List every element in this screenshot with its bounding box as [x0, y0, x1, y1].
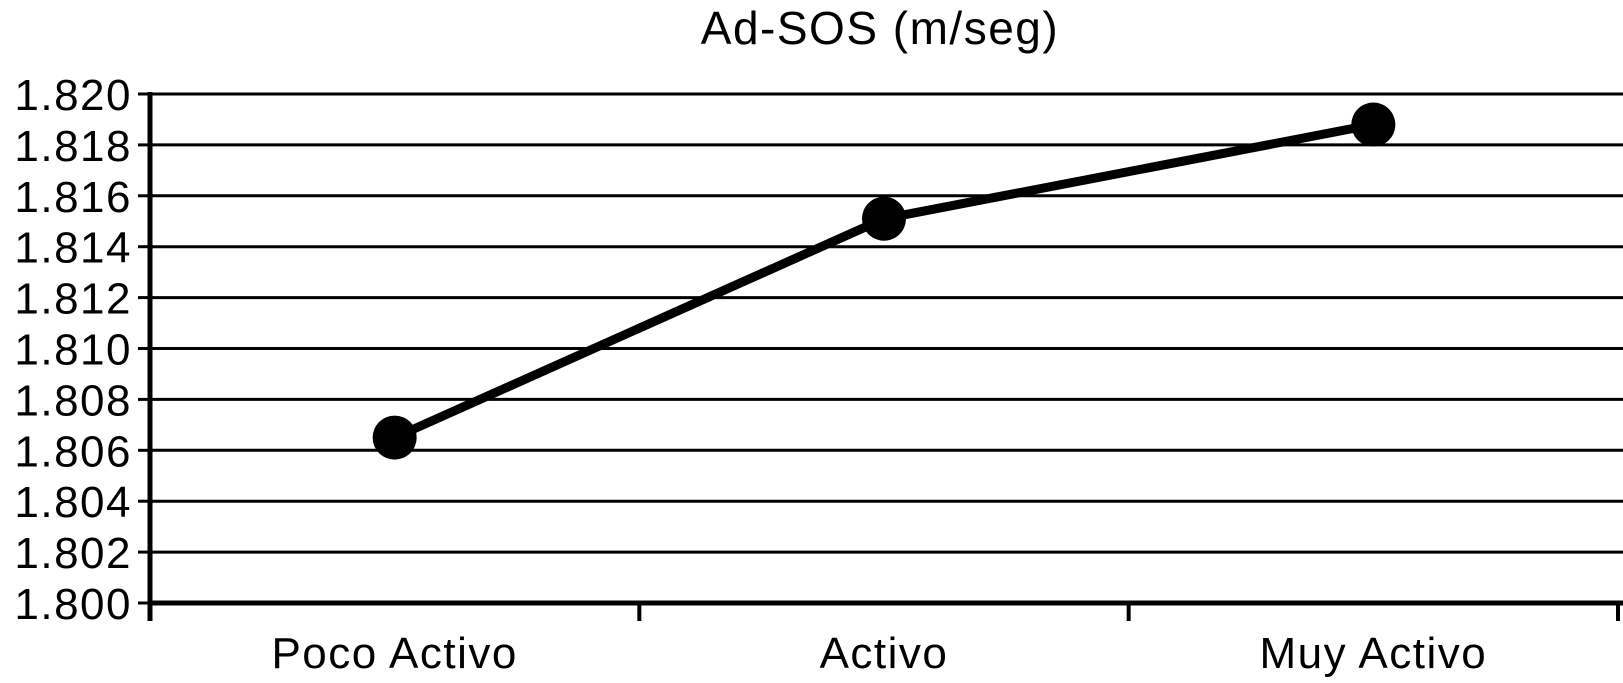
y-tick-label: 1.818 [14, 122, 132, 171]
x-category-label: Muy Activo [1259, 629, 1487, 678]
y-tick-label: 1.812 [14, 275, 132, 324]
y-tick-label: 1.806 [14, 427, 132, 476]
data-point-marker [862, 196, 906, 241]
y-tick-label: 1.802 [14, 529, 132, 578]
x-category-label: Poco Activo [271, 629, 517, 678]
data-point-marker [1351, 102, 1396, 147]
data-point-marker [372, 415, 417, 460]
y-tick-label: 1.800 [14, 580, 132, 629]
y-tick-label: 1.820 [14, 71, 132, 120]
y-tick-label: 1.814 [14, 224, 132, 273]
y-tick-label: 1.810 [14, 326, 132, 375]
x-category-label: Activo [820, 629, 949, 678]
y-tick-label: 1.808 [14, 376, 132, 425]
plot-area: 1.8201.8181.8161.8141.8121.8101.8081.806… [14, 71, 1623, 678]
chart-title: Ad-SOS (m/seg) [701, 2, 1059, 54]
data-line [390, 120, 1378, 443]
y-tick-label: 1.816 [14, 173, 132, 222]
y-tick-label: 1.804 [14, 478, 132, 527]
